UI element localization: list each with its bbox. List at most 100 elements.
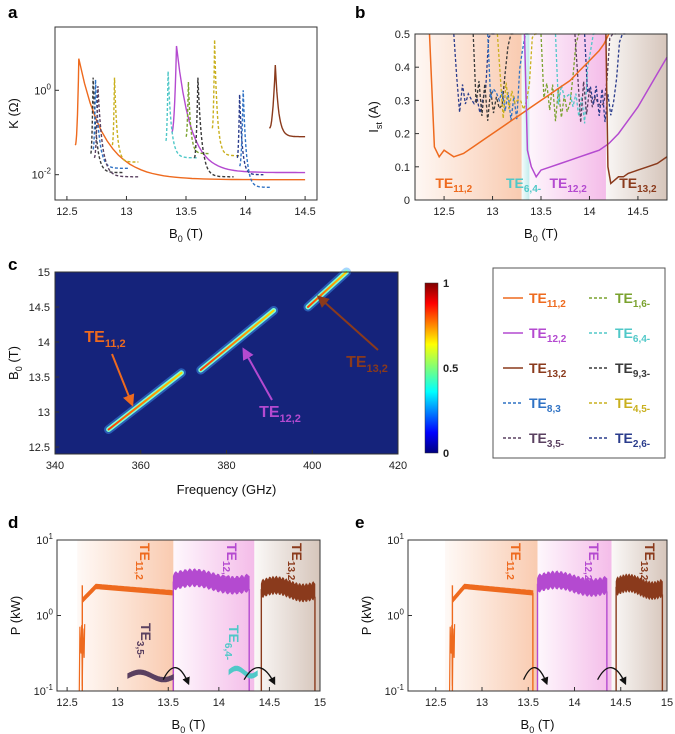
panel-a-xtick-0: 12.5 <box>56 206 77 218</box>
panel-d-series-1 <box>172 568 250 595</box>
panel-e-ytick-2-exp: -1 <box>397 683 405 692</box>
panel-e-xlabel-sub: 0 <box>529 725 534 734</box>
legend-label-5-sub: 9,3- <box>633 369 650 380</box>
panel-c-ylabel-tail: (T) <box>6 346 21 366</box>
panel-b-spurious-6 <box>574 33 616 123</box>
panel-b-spurious-5 <box>554 33 597 124</box>
legend-label-2: TE12,2 <box>529 325 567 345</box>
panel-d-mode-label-3: TE3,5- <box>134 623 154 658</box>
panel-b-mode-label-0-main: TE <box>435 175 453 191</box>
panel-b-xtick-0: 12.5 <box>433 206 454 218</box>
panel-c-annotation-te11: TE11,2 <box>84 329 125 350</box>
panel-a-ytick-1-base: 10 <box>32 170 44 182</box>
panel-a-xlabel-sub: 0 <box>178 234 183 244</box>
panel-e-xlabel: B0 (T) <box>521 717 555 734</box>
panel-c-ytick-1: 13 <box>38 407 50 419</box>
panel-b-xlabel-sub: 0 <box>533 234 538 244</box>
panel-e-mode-label-2-main: TE <box>642 543 658 561</box>
panel-a-series-7 <box>165 71 198 159</box>
panel-a-xtick-4: 14.5 <box>294 206 315 218</box>
panel-d-mode-label-4-sub: 6,4- <box>222 643 233 660</box>
panel-b-ylabel-main: I <box>366 129 381 133</box>
panel-c-ylabel-sub: 0 <box>14 366 24 371</box>
panel-a-series-5 <box>93 86 139 178</box>
panel-c-ytick-0: 12.5 <box>29 442 50 454</box>
panel-b-band-2 <box>529 34 606 200</box>
panel-e-ytick-0: 101 <box>387 532 404 547</box>
panel-c-arrow-te13 <box>316 295 379 351</box>
panel-c-ylabel: B0 (T) <box>6 346 24 380</box>
panel-c-annotation-te13: TE13,2 <box>346 354 388 375</box>
panel-b-spurious-1 <box>472 33 514 121</box>
panel-c-colorbar-tick-2: 1 <box>443 278 449 290</box>
panel-b-band-1 <box>521 34 530 200</box>
legend-label-2-sub: 12,2 <box>547 334 567 345</box>
panel-e-ytick-2: 10-1 <box>385 683 405 698</box>
panel-e-band-1 <box>537 540 612 691</box>
panel-b-ytick-5: 0.5 <box>395 29 410 41</box>
panel-a-ytick-0: 100 <box>34 82 51 97</box>
panel-letter-e: e <box>355 513 364 532</box>
panel-d-xlabel-tail: (T) <box>185 717 205 732</box>
panel-e-mode-label-1-sub: 12,2 <box>582 561 593 581</box>
panel-a-series-4 <box>92 79 129 169</box>
panel-b-xtick-3: 14 <box>583 206 595 218</box>
panel-a-series-0 <box>74 58 306 181</box>
legend-label-1: TE1,6- <box>615 290 650 310</box>
panel-a-series-3 <box>90 77 125 174</box>
panel-d-series-3 <box>127 669 174 683</box>
panel-b-spurious-4 <box>540 33 582 122</box>
legend-label-7: TE4,5- <box>615 395 650 415</box>
panel-d-xlabel-main: B <box>172 717 181 732</box>
legend-label-1-main: TE <box>615 290 633 306</box>
panel-e-mode-label-2: TE13,2 <box>638 543 658 581</box>
panel-c-colorbar-tick-1: 0.5 <box>443 363 458 375</box>
panel-c-heatmap: 340 360 380 400 420 12.5 13 13.5 14 14.5 15 Frequen… <box>6 267 458 497</box>
panel-d-ytick-2-base: 10 <box>34 686 46 698</box>
panel-b-xlabel-main: B <box>524 226 533 241</box>
panel-e-mode-label-1-main: TE <box>586 543 602 561</box>
legend-label-4: TE13,2 <box>529 360 567 380</box>
panel-e-turnon-spikes <box>449 624 456 692</box>
panel-e-ytick-2-base: 10 <box>385 686 397 698</box>
panel-d-ytick-0-exp: 1 <box>49 532 54 541</box>
panel-b-spurious-7 <box>583 33 626 123</box>
panel-b-mode-label-2-main: TE <box>549 175 567 191</box>
panel-c-colorbar-tick-0: 0 <box>443 448 449 460</box>
panel-e-transition-arrow-0 <box>523 667 549 686</box>
legend-label-4-main: TE <box>529 360 547 376</box>
panel-d-mode-label-0-sub: 11,2 <box>133 561 144 580</box>
panel-e-mode-label-0: TE11,2 <box>504 543 524 580</box>
panel-b-spurious-0 <box>453 33 495 113</box>
panel-d-ytick-1: 100 <box>36 608 53 623</box>
panel-b-mode-label-1: TE6,4- <box>506 175 541 195</box>
panel-d-xtick-4: 14.5 <box>259 697 280 709</box>
panel-d-xtick-5: 15 <box>314 697 326 709</box>
panel-b-mode-label-3: TE13,2 <box>619 175 657 195</box>
panel-b-series-0 <box>428 33 610 159</box>
panel-b-mode-label-0: TE11,2 <box>435 175 472 195</box>
panel-d-xtick-1: 13 <box>112 697 124 709</box>
panel-b-xtick-1: 13 <box>486 206 498 218</box>
panel-d-mode-label-1-main: TE <box>224 543 240 561</box>
panel-e-ytick-1: 100 <box>387 608 404 623</box>
panel-d-mode-label-4: TE6,4- <box>222 625 242 660</box>
panel-c-ylabel-main: B <box>6 371 21 380</box>
panel-d-xtick-3: 14 <box>213 697 225 709</box>
panel-d-mode-label-0: TE11,2 <box>133 543 153 580</box>
panel-d-mode-label-3-sub: 3,5- <box>134 641 145 658</box>
panel-b-spurious-2 <box>487 33 529 121</box>
panel-b-ylabel-tail: (A) <box>366 101 381 122</box>
panel-e-ytick-1-base: 10 <box>387 611 399 623</box>
panel-d-ytick-1-exp: 0 <box>49 608 54 617</box>
panel-b-series-2 <box>605 33 668 185</box>
panel-d-xlabel: B0 (T) <box>172 717 206 734</box>
panel-letter-b: b <box>355 3 365 22</box>
panel-d-transition-arrow-0 <box>162 667 190 686</box>
panel-e-xlabel-main: B <box>521 717 530 732</box>
legend-label-0-sub: 11,2 <box>547 299 566 310</box>
legend-label-9: TE2,6- <box>615 430 650 450</box>
panel-c-annotation-te13-main: TE <box>346 354 367 371</box>
